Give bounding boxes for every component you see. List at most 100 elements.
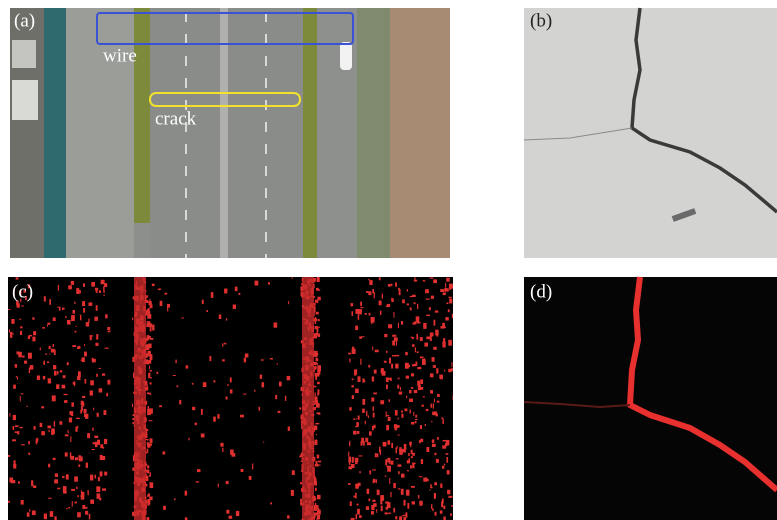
speck: [227, 384, 229, 386]
speck: [19, 319, 21, 320]
speck: [358, 483, 361, 486]
speck: [349, 407, 352, 410]
speck: [392, 335, 396, 337]
speck: [94, 436, 98, 439]
speck: [440, 289, 444, 292]
speck: [96, 305, 98, 311]
speck: [197, 469, 201, 472]
speck: [369, 470, 371, 474]
speck: [356, 418, 357, 419]
speck: [376, 509, 377, 513]
speck: [104, 439, 107, 444]
speck: [423, 396, 425, 397]
speck: [95, 343, 98, 346]
speck: [406, 490, 410, 496]
lane-dash: [265, 78, 267, 88]
speck: [48, 464, 50, 468]
speck: [240, 415, 244, 418]
speck: [93, 408, 94, 411]
speck: [230, 389, 233, 393]
speck: [85, 511, 88, 515]
speck: [73, 310, 76, 314]
speck: [103, 286, 104, 291]
speck: [392, 299, 394, 303]
speck: [398, 435, 400, 436]
speck: [74, 502, 77, 504]
speck: [201, 434, 205, 438]
speck: [105, 348, 109, 349]
speck: [217, 414, 219, 419]
speck: [393, 508, 395, 513]
speck: [401, 414, 403, 418]
speck: [173, 375, 176, 376]
speck: [397, 446, 398, 449]
speck: [371, 511, 374, 514]
speck: [74, 302, 76, 304]
speck: [317, 365, 321, 371]
tree-row: [357, 8, 390, 258]
speck: [409, 390, 411, 393]
speck: [16, 277, 19, 279]
speck: [77, 512, 81, 517]
speck: [299, 407, 301, 409]
speck: [373, 393, 377, 395]
speck: [219, 315, 222, 320]
speck: [220, 443, 223, 447]
speck: [406, 512, 408, 517]
speck: [411, 456, 413, 458]
speck: [43, 361, 45, 365]
speck: [24, 361, 27, 364]
speck: [410, 296, 413, 297]
speck: [150, 382, 152, 384]
speck: [368, 291, 371, 295]
panel-a: (a) wire crack: [10, 8, 450, 264]
speck: [20, 331, 22, 335]
speck: [177, 385, 179, 387]
speck: [371, 317, 375, 323]
speck: [373, 413, 375, 418]
speck: [413, 322, 417, 324]
speck: [394, 337, 398, 341]
speck: [20, 427, 23, 428]
speck: [314, 505, 317, 511]
speck: [167, 304, 170, 308]
speck: [401, 474, 405, 478]
speck: [233, 305, 236, 310]
speck: [14, 460, 16, 465]
speck: [20, 326, 22, 328]
speck: [99, 368, 101, 369]
speck: [442, 375, 443, 376]
building-roof: [12, 80, 38, 120]
speck: [380, 495, 384, 501]
speck: [292, 277, 293, 279]
speck: [434, 320, 436, 326]
speck: [314, 481, 317, 485]
speck: [21, 444, 25, 445]
speck: [213, 417, 216, 422]
speck: [75, 457, 79, 460]
speck: [355, 389, 359, 394]
speck: [390, 378, 392, 381]
speck: [56, 384, 59, 389]
speck: [414, 302, 416, 304]
speck: [388, 417, 391, 421]
speck: [72, 345, 76, 347]
speck: [196, 481, 199, 482]
lane-dash: [265, 122, 267, 132]
speck: [404, 444, 407, 450]
speck: [238, 293, 240, 295]
speck: [411, 422, 415, 425]
speck: [372, 426, 374, 430]
speck: [260, 375, 262, 379]
speck: [102, 488, 106, 490]
speck: [386, 385, 388, 390]
speck: [317, 508, 319, 513]
figure: (a) wire crack (b) (c) (d): [0, 0, 777, 520]
speck: [412, 344, 415, 347]
speck: [389, 399, 390, 402]
speck: [349, 462, 351, 465]
speck: [150, 338, 154, 340]
speck: [417, 381, 420, 386]
speck: [57, 488, 60, 490]
speck: [40, 348, 41, 351]
